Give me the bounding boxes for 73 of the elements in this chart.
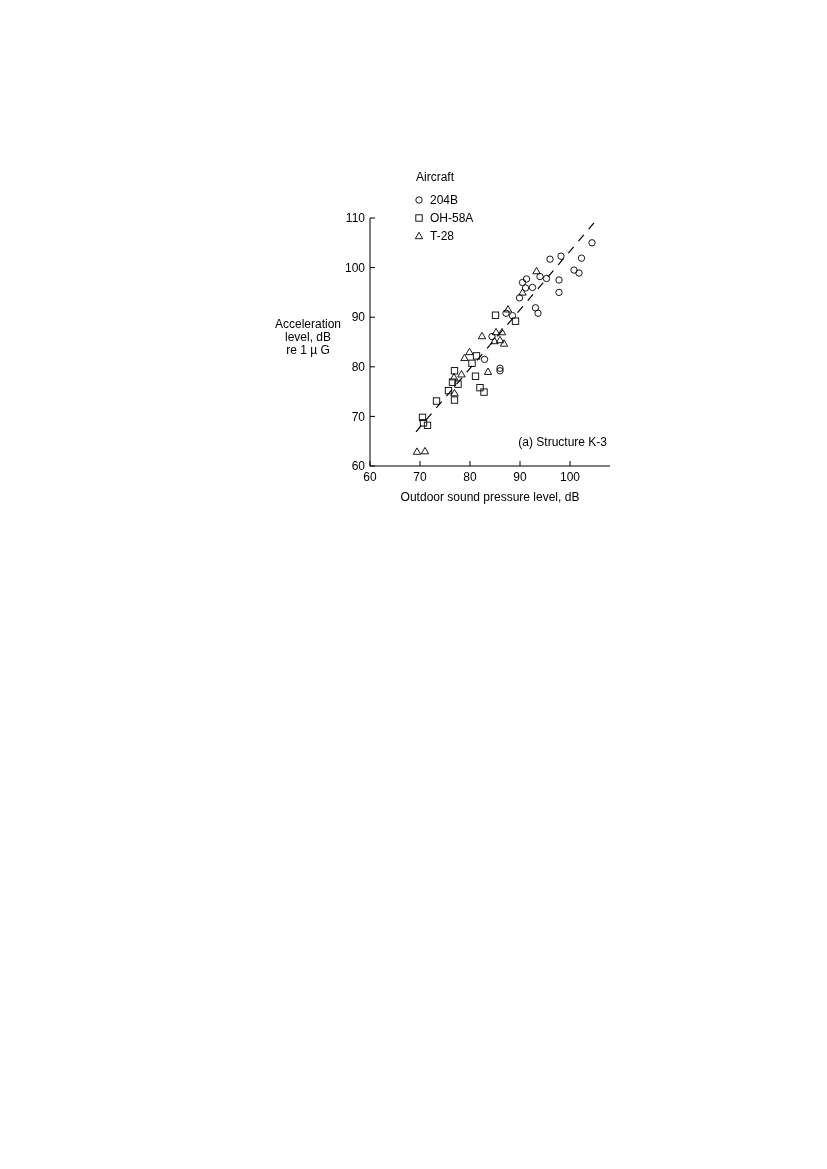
- y-tick-label: 110: [345, 211, 366, 226]
- x-tick-label: 70: [413, 470, 427, 484]
- point: [460, 353, 469, 362]
- legend-label: T-28: [430, 229, 455, 244]
- y-tick-label: 80: [351, 360, 366, 374]
- x-tick-label: 90: [513, 470, 527, 484]
- point: [518, 288, 527, 296]
- point: [531, 304, 540, 312]
- point: [483, 367, 493, 375]
- point: [515, 294, 524, 302]
- point: [418, 413, 427, 422]
- point: [444, 386, 453, 395]
- point: [449, 373, 459, 381]
- point: [448, 378, 457, 386]
- point: [432, 397, 441, 405]
- point: [472, 352, 481, 360]
- y-tick-label: 100: [344, 260, 366, 275]
- point: [490, 336, 499, 345]
- point: [480, 388, 488, 396]
- point: [496, 367, 504, 375]
- point: [502, 309, 510, 317]
- point: [450, 396, 459, 404]
- point: [423, 421, 432, 429]
- point: [536, 272, 544, 281]
- legend-label: OH-58A: [430, 211, 474, 226]
- point: [532, 266, 541, 275]
- point: [570, 266, 578, 274]
- point: [503, 305, 513, 313]
- annotation: (a) Structure K-3: [518, 435, 608, 449]
- point: [454, 380, 462, 388]
- point: [497, 327, 507, 336]
- point: [468, 359, 476, 367]
- point: [491, 327, 501, 336]
- y-tick-label: 90: [351, 310, 366, 325]
- x-tick-label: 80: [463, 470, 477, 484]
- point: [499, 339, 509, 347]
- point: [412, 447, 422, 455]
- point: [450, 367, 459, 375]
- y-tick-label: 70: [351, 409, 366, 424]
- point: [476, 383, 484, 392]
- point: [521, 284, 530, 292]
- legend-title: Aircraft: [416, 170, 455, 184]
- legend-label: 204B: [430, 193, 459, 208]
- point: [496, 364, 504, 372]
- point: [477, 331, 487, 340]
- point: [577, 254, 586, 262]
- point: [534, 309, 542, 317]
- point: [557, 252, 565, 260]
- point: [480, 355, 489, 364]
- point: [522, 275, 531, 283]
- point: [495, 335, 505, 344]
- point: [420, 446, 430, 455]
- point: [471, 372, 480, 380]
- point: [465, 347, 474, 356]
- point: [450, 388, 459, 397]
- point: [555, 276, 563, 284]
- point: [546, 255, 554, 263]
- point: [491, 311, 500, 319]
- point: [575, 269, 583, 277]
- point: [419, 419, 428, 427]
- x-axis-title: Outdoor sound pressure level, dB: [400, 490, 580, 504]
- point: [488, 332, 496, 341]
- y-axis-title: Acceleration level, dB re 1 µ G: [274, 317, 342, 357]
- x-tick-label: 100: [559, 470, 581, 484]
- point: [457, 370, 466, 378]
- point: [508, 312, 517, 320]
- x-tick-label: 60: [363, 470, 377, 484]
- point: [542, 274, 551, 283]
- point: [588, 239, 596, 247]
- point: [528, 283, 537, 292]
- point: [518, 278, 527, 287]
- point: [555, 288, 563, 297]
- point: [511, 317, 520, 325]
